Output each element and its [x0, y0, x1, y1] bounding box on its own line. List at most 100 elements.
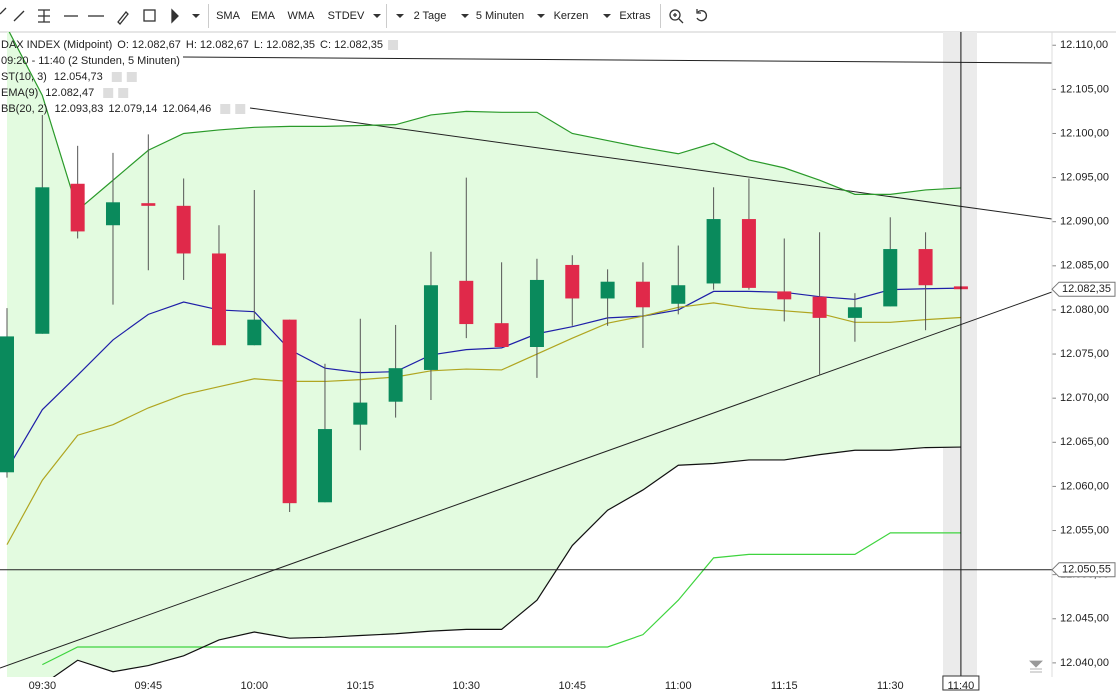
- scroll-icon[interactable]: [1029, 660, 1043, 673]
- y-tick-label: 12.055,00: [1060, 524, 1109, 536]
- candle-body: [211, 253, 226, 346]
- candle-body: [353, 402, 368, 425]
- candle-body: [105, 202, 120, 226]
- y-tick-label: 12.065,00: [1060, 436, 1109, 448]
- y-tick-label: 12.060,00: [1060, 480, 1109, 492]
- dropdown-arrow: [396, 14, 404, 18]
- candle-body: [812, 296, 827, 318]
- tool-icon[interactable]: [171, 8, 179, 24]
- candle-body: [459, 280, 474, 325]
- indicator-line: [8, 32, 961, 212]
- toolbar-button[interactable]: WMA: [288, 10, 316, 22]
- x-tick-label: 10:00: [241, 680, 269, 692]
- price-label-box: [1051, 281, 1116, 297]
- indicator-line: [6, 302, 961, 545]
- tool-icon[interactable]: [38, 9, 50, 23]
- candle-body: [741, 219, 756, 288]
- legend-icon: [103, 88, 114, 98]
- chart-subtitle: 09:20 - 11:40 (2 Stunden, 5 Minuten): [1, 55, 180, 67]
- tool-icon[interactable]: [143, 9, 156, 22]
- toolbar-button[interactable]: EMA: [251, 10, 276, 22]
- candle-body: [671, 285, 686, 304]
- trend-line: [249, 107, 1052, 220]
- indicator-value: 12.082,47: [45, 87, 94, 99]
- candle-body: [777, 291, 792, 300]
- toolbar-dropdown[interactable]: Extras: [619, 10, 651, 22]
- overlay: DAX INDEX (Midpoint) O: 12.082,67 H: 12.08…: [1, 39, 399, 115]
- toolbar-dropdown[interactable]: Kerzen: [554, 10, 589, 22]
- toolbar-dropdown[interactable]: 2 Tage: [414, 10, 447, 22]
- legend-icon: [220, 104, 231, 114]
- indicator-value: 12.079,14: [108, 103, 157, 115]
- tool-icon[interactable]: [13, 10, 25, 22]
- toolbar-button[interactable]: SMA: [216, 10, 241, 22]
- plot-area: [0, 32, 1052, 677]
- candle-body: [635, 281, 650, 308]
- candle-body: [600, 281, 615, 299]
- dropdown-arrow: [537, 14, 545, 18]
- candle-body: [35, 187, 50, 334]
- x-tick-label: 09:45: [135, 680, 163, 692]
- y-tick-label: 12.085,00: [1060, 260, 1109, 272]
- indicator-name: BB(20, 2): [1, 103, 47, 115]
- tool-icon[interactable]: [0, 7, 7, 15]
- candle-body: [847, 307, 862, 318]
- price-label-box: [1051, 562, 1116, 578]
- dropdown-arrow: [461, 14, 469, 18]
- x-tick-label: 11:40: [948, 680, 975, 692]
- dropdown-arrow: [373, 14, 381, 18]
- toolbar-dropdown[interactable]: 5 Minuten: [476, 10, 524, 22]
- x-tick-label: 11:00: [665, 680, 692, 692]
- legend-icon: [388, 40, 399, 50]
- bollinger-fill: [7, 32, 961, 677]
- indicator-value: 12.064,46: [162, 103, 211, 115]
- toolbar-button[interactable]: STDEV: [328, 10, 365, 22]
- y-tick-label: 12.110,00: [1060, 39, 1108, 51]
- x-tick-label: 11:30: [877, 680, 904, 692]
- y-tick-label: 12.100,00: [1060, 127, 1109, 139]
- candle-body: [247, 319, 262, 346]
- candle-body: [176, 205, 191, 254]
- indicator-line: [52, 446, 961, 677]
- reset-icon[interactable]: [696, 9, 707, 22]
- indicator-value: 12.054,73: [54, 71, 103, 83]
- candle-body: [317, 429, 332, 503]
- x-tick-label: 11:15: [771, 680, 798, 692]
- legend-icon: [126, 72, 137, 82]
- tool-icon[interactable]: [117, 11, 129, 25]
- ohlc-info: O: 12.082,67: [117, 39, 181, 51]
- legend-icon: [235, 104, 246, 114]
- ohlc-info: L: 12.082,35: [254, 39, 315, 51]
- zoom-icon[interactable]: [669, 9, 681, 21]
- toolbar-bg: [0, 0, 1116, 32]
- y-tick-label: 12.090,00: [1060, 216, 1109, 228]
- y-tick-label: 12.045,00: [1060, 613, 1109, 625]
- candle-body: [529, 279, 544, 347]
- legend-icon: [118, 88, 129, 98]
- legend-icon: [111, 72, 122, 82]
- indicator-name: ST(10, 3): [1, 71, 47, 83]
- indicator-line: [42, 532, 961, 666]
- y-tick-label: 12.070,00: [1060, 392, 1109, 404]
- candle-body: [918, 249, 933, 286]
- price-label: 12.082,35: [1062, 283, 1111, 295]
- x-tick-label: 10:45: [559, 680, 587, 692]
- candle-body: [423, 285, 438, 370]
- trend-line: [0, 291, 1052, 669]
- zoom-icon[interactable]: [673, 13, 684, 24]
- candle-body: [494, 323, 509, 347]
- candle-body: [282, 319, 297, 504]
- x-tick-label: 10:15: [347, 680, 375, 692]
- trend-line: [182, 56, 1052, 64]
- ohlc-info: C: 12.082,35: [320, 39, 383, 51]
- candle-body: [141, 203, 156, 206]
- chart-title: DAX INDEX (Midpoint): [1, 39, 112, 51]
- dropdown-arrow[interactable]: [192, 14, 200, 18]
- candle-body: [565, 264, 580, 299]
- dropdown-arrow: [603, 14, 611, 18]
- crosshair-time-box: [942, 675, 980, 691]
- y-tick-label: 12.040,00: [1060, 657, 1109, 669]
- candle-body: [70, 183, 85, 232]
- x-tick-label: 09:30: [29, 680, 57, 692]
